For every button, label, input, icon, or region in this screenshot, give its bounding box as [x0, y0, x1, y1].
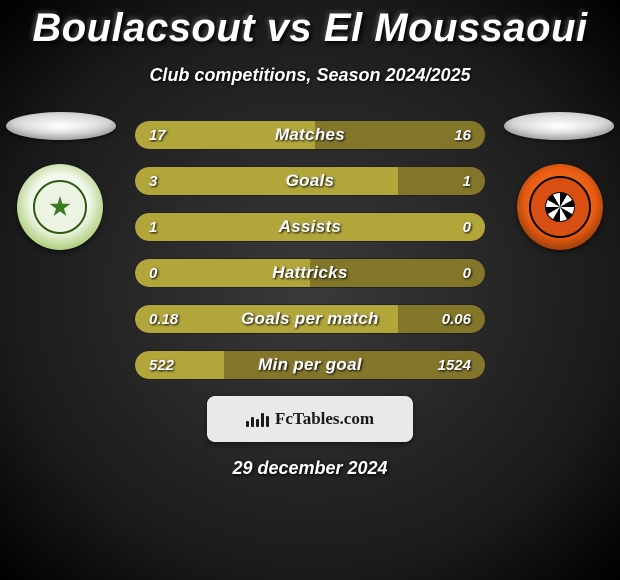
stat-bar: 10Assists: [134, 212, 486, 242]
stat-bar: 1716Matches: [134, 120, 486, 150]
stat-label: Goals per match: [135, 305, 485, 333]
stat-bar: 31Goals: [134, 166, 486, 196]
stat-label: Assists: [135, 213, 485, 241]
stat-bars: 1716Matches 31Goals 10Assists 00Hattricks 0.…: [134, 120, 486, 380]
team-badge-left: [17, 164, 103, 250]
subtitle: Club competitions, Season 2024/2025: [0, 65, 620, 86]
stat-label: Matches: [135, 121, 485, 149]
team-badge-right: [517, 164, 603, 250]
watermark-text: FcTables.com: [275, 409, 374, 429]
stat-bar: 5221524Min per goal: [134, 350, 486, 380]
comparison-arena: 1716Matches 31Goals 10Assists 00Hattricks 0.…: [0, 120, 620, 380]
chart-icon: [246, 411, 269, 427]
stat-label: Hattricks: [135, 259, 485, 287]
stat-bar: 0.180.06Goals per match: [134, 304, 486, 334]
star-icon: [49, 196, 71, 218]
ball-icon: [545, 192, 575, 222]
platform-right: [504, 112, 614, 140]
footer-date: 29 december 2024: [0, 458, 620, 479]
platform-left: [6, 112, 116, 140]
stat-label: Goals: [135, 167, 485, 195]
watermark: FcTables.com: [207, 396, 413, 442]
page-title: Boulacsout vs El Moussaoui: [0, 0, 620, 51]
stat-label: Min per goal: [135, 351, 485, 379]
stat-bar: 00Hattricks: [134, 258, 486, 288]
